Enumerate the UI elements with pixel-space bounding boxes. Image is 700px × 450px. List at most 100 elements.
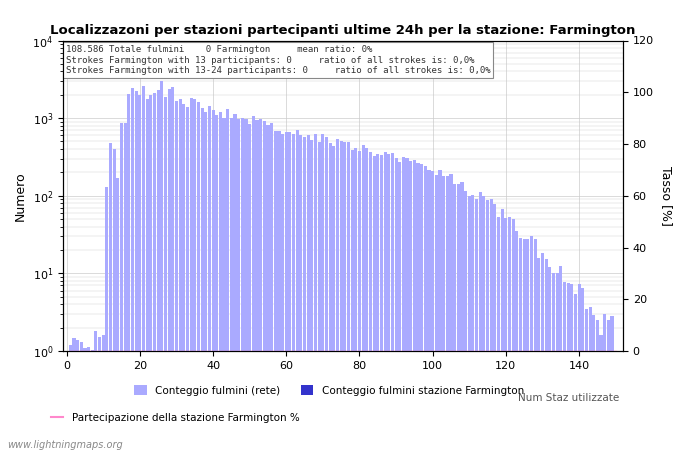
Bar [281,134,284,450]
Bar [461,183,463,450]
Legend: Partecipazione della stazione Farmington %: Partecipazione della stazione Farmington… [46,409,304,427]
Bar [603,314,606,450]
Bar [563,282,566,450]
Bar [362,145,365,450]
Bar [453,184,456,450]
Bar [102,334,105,450]
Bar [545,259,547,450]
Bar [226,109,230,450]
Bar [248,124,251,450]
Bar [494,204,496,450]
Bar [449,174,452,450]
Bar [490,199,493,450]
Bar [127,94,130,450]
Text: www.lightningmaps.org: www.lightningmaps.org [7,440,122,450]
Bar [124,123,127,450]
Bar [223,118,225,450]
Bar [410,161,412,450]
Bar [500,209,504,450]
Bar [178,99,182,450]
Bar [256,120,258,450]
Bar [149,94,153,450]
Bar [200,108,204,450]
Text: Num Staz utilizzate: Num Staz utilizzate [518,393,620,403]
Bar [113,149,116,450]
Text: 108.586 Totale fulmini    0 Farmington     mean ratio: 0%
Strokes Farmington wit: 108.586 Totale fulmini 0 Farmington mean… [66,45,491,75]
Bar [607,320,610,450]
Bar [559,266,562,450]
Bar [237,119,240,450]
Bar [307,135,310,450]
Bar [267,125,270,450]
Bar [208,107,211,450]
Bar [172,86,174,450]
Bar [215,115,218,450]
Bar [211,110,215,450]
Bar [83,348,87,450]
Bar [314,135,317,450]
Legend: Conteggio fulmini (rete), Conteggio fulmini stazione Farmington: Conteggio fulmini (rete), Conteggio fulm… [130,381,528,400]
Bar [599,335,603,450]
Bar [131,88,134,450]
Bar [405,158,409,450]
Bar [442,176,445,450]
Bar [424,166,427,450]
Bar [72,338,76,450]
Title: Localizzazoni per stazioni partecipanti ultime 24h per la stazione: Farmington: Localizzazoni per stazioni partecipanti … [50,23,636,36]
Bar [262,121,266,450]
Bar [270,123,273,450]
Bar [190,98,193,450]
Bar [76,341,79,450]
Bar [395,158,398,450]
Bar [336,140,339,450]
Bar [340,141,343,450]
Bar [116,178,120,450]
Bar [91,350,94,450]
Bar [566,283,570,450]
Bar [387,154,391,450]
Bar [482,196,486,450]
Bar [398,162,401,450]
Bar [347,143,350,450]
Bar [292,134,295,450]
Bar [134,91,138,450]
Bar [420,164,424,450]
Bar [548,267,552,450]
Bar [230,117,233,450]
Bar [428,171,430,450]
Bar [300,135,302,450]
Bar [584,309,588,450]
Bar [106,187,108,450]
Bar [167,89,171,450]
Bar [175,101,178,450]
Bar [538,258,540,450]
Bar [139,94,141,450]
Bar [87,347,90,450]
Bar [570,284,573,450]
Bar [369,152,372,450]
Bar [596,320,599,450]
Y-axis label: Numero: Numero [14,171,27,220]
Bar [504,218,508,450]
Bar [446,176,449,450]
Bar [376,154,379,450]
Bar [384,152,386,450]
Bar [523,239,526,450]
Bar [182,104,186,450]
Bar [186,107,189,450]
Bar [244,119,248,450]
Bar [98,337,102,450]
Bar [497,217,500,450]
Bar [519,238,522,450]
Bar [380,155,383,450]
Bar [438,170,442,450]
Bar [464,191,467,450]
Bar [328,144,332,450]
Bar [515,231,519,450]
Bar [552,273,555,450]
Bar [234,114,237,450]
Y-axis label: Tasso [%]: Tasso [%] [660,166,673,226]
Bar [120,123,123,450]
Bar [318,142,321,450]
Bar [193,99,196,450]
